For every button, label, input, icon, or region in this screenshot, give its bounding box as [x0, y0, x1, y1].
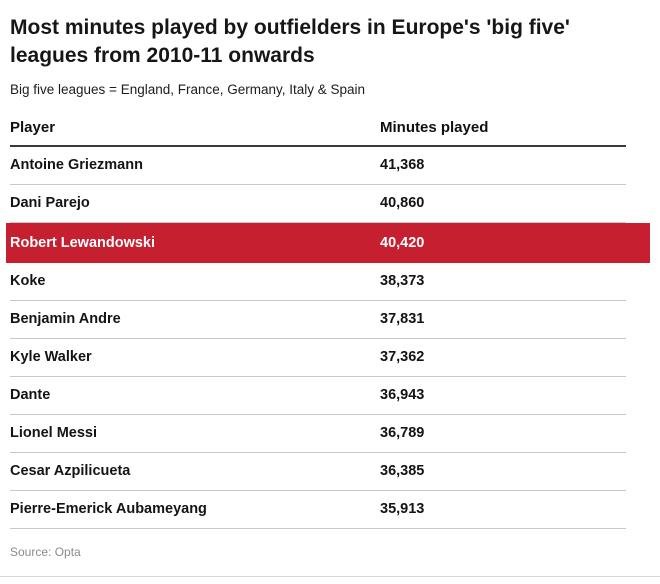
- table-row: Robert Lewandowski 40,420: [6, 222, 650, 263]
- minutes-cell: 36,789: [380, 425, 425, 442]
- column-header-player: Player: [10, 118, 56, 136]
- table-row: Dante 36,943: [10, 377, 626, 415]
- minutes-cell: 40,420: [380, 234, 425, 251]
- player-cell: Cesar Azpilicueta: [10, 463, 131, 480]
- table-row: Cesar Azpilicueta 36,385: [10, 453, 626, 491]
- minutes-cell: 41,368: [380, 157, 425, 174]
- table-row: Kyle Walker 37,362: [10, 339, 626, 377]
- player-cell: Lionel Messi: [10, 425, 98, 442]
- content-area: Most minutes played by outfielders in Eu…: [6, 16, 650, 529]
- minutes-cell: 36,385: [380, 463, 425, 480]
- player-cell: Koke: [10, 273, 46, 290]
- table-body: Antoine Griezmann 41,368 Dani Parejo 40,…: [6, 147, 650, 529]
- player-cell: Benjamin Andre: [10, 311, 121, 328]
- table-row: Pierre-Emerick Aubameyang 35,913: [10, 491, 626, 529]
- table-row: Lionel Messi 36,789: [10, 415, 626, 453]
- page-subtitle: Big five leagues = England, France, Germ…: [10, 81, 366, 97]
- page-title: Most minutes played by outfielders in Eu…: [10, 16, 570, 67]
- minutes-cell: 35,913: [380, 501, 425, 518]
- player-cell: Kyle Walker: [10, 349, 92, 366]
- column-header-minutes: Minutes played: [380, 118, 489, 136]
- minutes-cell: 38,373: [380, 273, 425, 290]
- player-cell: Dante: [10, 387, 51, 404]
- player-cell: Dani Parejo: [10, 195, 90, 212]
- table-row: Koke 38,373: [10, 263, 626, 301]
- minutes-cell: 36,943: [380, 387, 425, 404]
- table-header: Player Minutes played: [10, 119, 626, 147]
- table-row: Benjamin Andre 37,831: [10, 301, 626, 339]
- minutes-cell: 37,362: [380, 349, 425, 366]
- bottom-divider: [0, 576, 660, 577]
- player-cell: Antoine Griezmann: [10, 157, 143, 174]
- player-cell: Robert Lewandowski: [10, 234, 156, 251]
- minutes-table: Player Minutes played Antoine Griezmann …: [6, 119, 650, 529]
- source-label: Source: Opta: [10, 545, 81, 559]
- table-row: Antoine Griezmann 41,368: [10, 147, 626, 185]
- minutes-cell: 40,860: [380, 195, 425, 212]
- minutes-cell: 37,831: [380, 311, 425, 328]
- player-cell: Pierre-Emerick Aubameyang: [10, 501, 207, 518]
- table-row: Dani Parejo 40,860: [10, 185, 626, 223]
